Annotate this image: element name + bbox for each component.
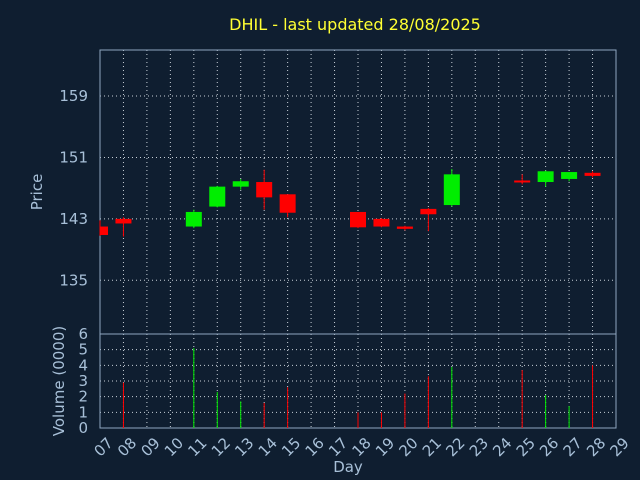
x-tick-labels: 0708091011121314151617181920212223242526… <box>91 434 633 460</box>
x-axis-label: Day <box>333 458 363 476</box>
x-tick-label: 07 <box>91 434 117 460</box>
x-tick-label: 15 <box>278 434 304 460</box>
price-panel: 135 143 151 159 Price <box>28 49 617 335</box>
volume-tick-label: 1 <box>78 403 88 421</box>
volume-tick-label: 0 <box>78 419 88 437</box>
x-tick-label: 12 <box>208 434 234 460</box>
x-tick-label: 18 <box>349 434 375 460</box>
volume-axis-label: Volume (0000) <box>50 326 68 436</box>
x-tick-label: 22 <box>442 434 468 460</box>
price-tick-label: 159 <box>59 87 88 105</box>
candle-body <box>256 182 273 198</box>
volume-bars <box>122 348 594 428</box>
chart-title: DHIL - last updated 28/08/2025 <box>229 15 481 34</box>
candle-body <box>537 171 554 183</box>
candle-body <box>100 226 108 235</box>
candle-body <box>115 218 132 224</box>
x-tick-label: 16 <box>302 434 328 460</box>
candle-body <box>350 211 366 228</box>
volume-tick-label: 4 <box>78 356 88 374</box>
x-tick-label: 14 <box>255 434 281 460</box>
candle-body <box>396 226 413 229</box>
x-tick-label: 11 <box>184 434 210 460</box>
volume-tick-label: 6 <box>78 325 88 343</box>
candle-body <box>232 181 249 187</box>
price-tick-label: 135 <box>59 271 88 289</box>
volume-tick-label: 2 <box>78 388 88 406</box>
x-tick-label: 17 <box>325 434 351 460</box>
x-tick-label: 24 <box>489 434 515 460</box>
x-tick-label: 13 <box>231 434 257 460</box>
candle-body <box>514 180 531 183</box>
candles <box>99 168 601 237</box>
x-tick-label: 09 <box>137 434 163 460</box>
candle-body <box>561 172 578 179</box>
x-tick-label: 23 <box>466 434 492 460</box>
candle-body <box>420 208 437 215</box>
price-frame <box>99 49 617 335</box>
candle-body <box>185 211 202 227</box>
candle-body <box>373 218 390 227</box>
x-tick-label: 26 <box>536 434 562 460</box>
price-axis-label: Price <box>28 174 46 211</box>
x-tick-label: 08 <box>114 434 140 460</box>
x-tick-label: 21 <box>419 434 445 460</box>
x-tick-label: 19 <box>372 434 398 460</box>
x-tick-label: 29 <box>607 434 633 460</box>
volume-tick-label: 3 <box>78 372 88 390</box>
candle-body <box>443 174 460 206</box>
price-tick-labels: 135 143 151 159 <box>59 87 88 289</box>
candle-body <box>209 186 226 207</box>
x-tick-label: 20 <box>395 434 421 460</box>
x-tick-label: 10 <box>161 434 187 460</box>
price-grid <box>100 50 616 334</box>
x-tick-label: 28 <box>583 434 609 460</box>
candle-body <box>584 172 601 176</box>
x-tick-label: 27 <box>560 434 586 460</box>
candle-body <box>279 194 296 213</box>
x-tick-label: 25 <box>513 434 539 460</box>
price-tick-label: 151 <box>59 148 88 166</box>
price-tick-label: 143 <box>59 210 88 228</box>
volume-tick-label: 5 <box>78 341 88 359</box>
